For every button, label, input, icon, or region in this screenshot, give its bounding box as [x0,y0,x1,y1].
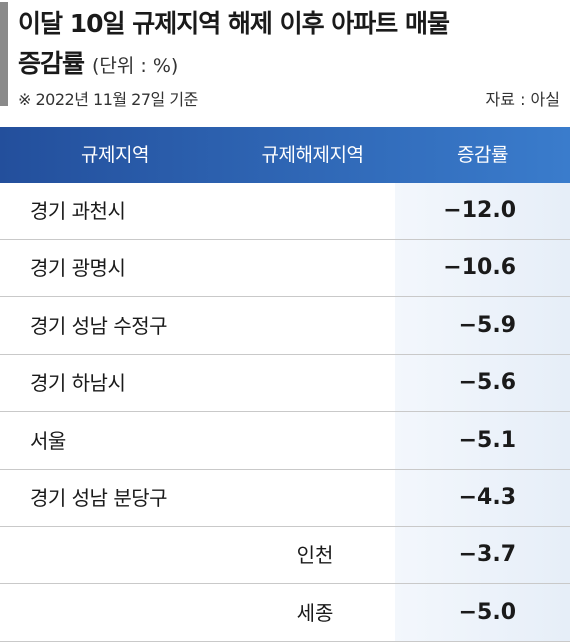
table-row: 세종 −5.0 [0,585,570,642]
column-header: 규제해제지역 [261,144,364,166]
change-rate: −10.6 [443,255,516,281]
released-region: 인천 [296,543,334,568]
table-row: 인천 −3.7 [0,527,570,585]
change-rate: −3.7 [458,542,516,568]
region: 경기 성남 수정구 [30,313,168,338]
table-row: 경기 과천시 −12.0 [0,183,570,240]
column-shade [395,183,570,642]
change-rate: −5.0 [458,599,516,625]
region: 경기 과천시 [30,199,126,223]
table-header: 규제지역 규제해제지역 증감률 [0,127,570,183]
change-rate: −5.6 [458,370,516,396]
released-region: 세종 [296,600,334,625]
title-line: 증감률 (단위 : %) [18,44,178,80]
note: ※ 2022년 11월 27일 기준 [18,90,198,109]
column-header: 규제지역 [81,144,149,166]
region: 경기 광명시 [30,256,126,281]
table-row: 경기 하남시 −5.6 [0,355,570,413]
unit: (단위 : %) [92,55,179,77]
region: 경기 성남 분당구 [30,486,168,510]
region: 경기 하남시 [30,371,126,396]
source: 자료 : 아실 [485,90,560,109]
title: 이달 10일 규제지역 해제 이후 아파트 매물 [18,9,450,38]
change-rate: −5.9 [458,312,516,338]
table-row: 경기 성남 분당구 −4.3 [0,470,570,527]
table-row: 경기 광명시 −10.6 [0,240,570,298]
change-rate: −12.0 [443,198,516,223]
region: 서울 [30,428,66,453]
column-header: 증감률 [457,144,508,166]
change-rate: −4.3 [458,485,516,510]
title2: 증감률 [18,49,85,78]
change-rate: −5.1 [458,427,516,453]
table-row: 경기 성남 수정구 −5.9 [0,298,570,355]
table-row: 서울 −5.1 [0,413,570,470]
accent-bar [0,2,8,106]
